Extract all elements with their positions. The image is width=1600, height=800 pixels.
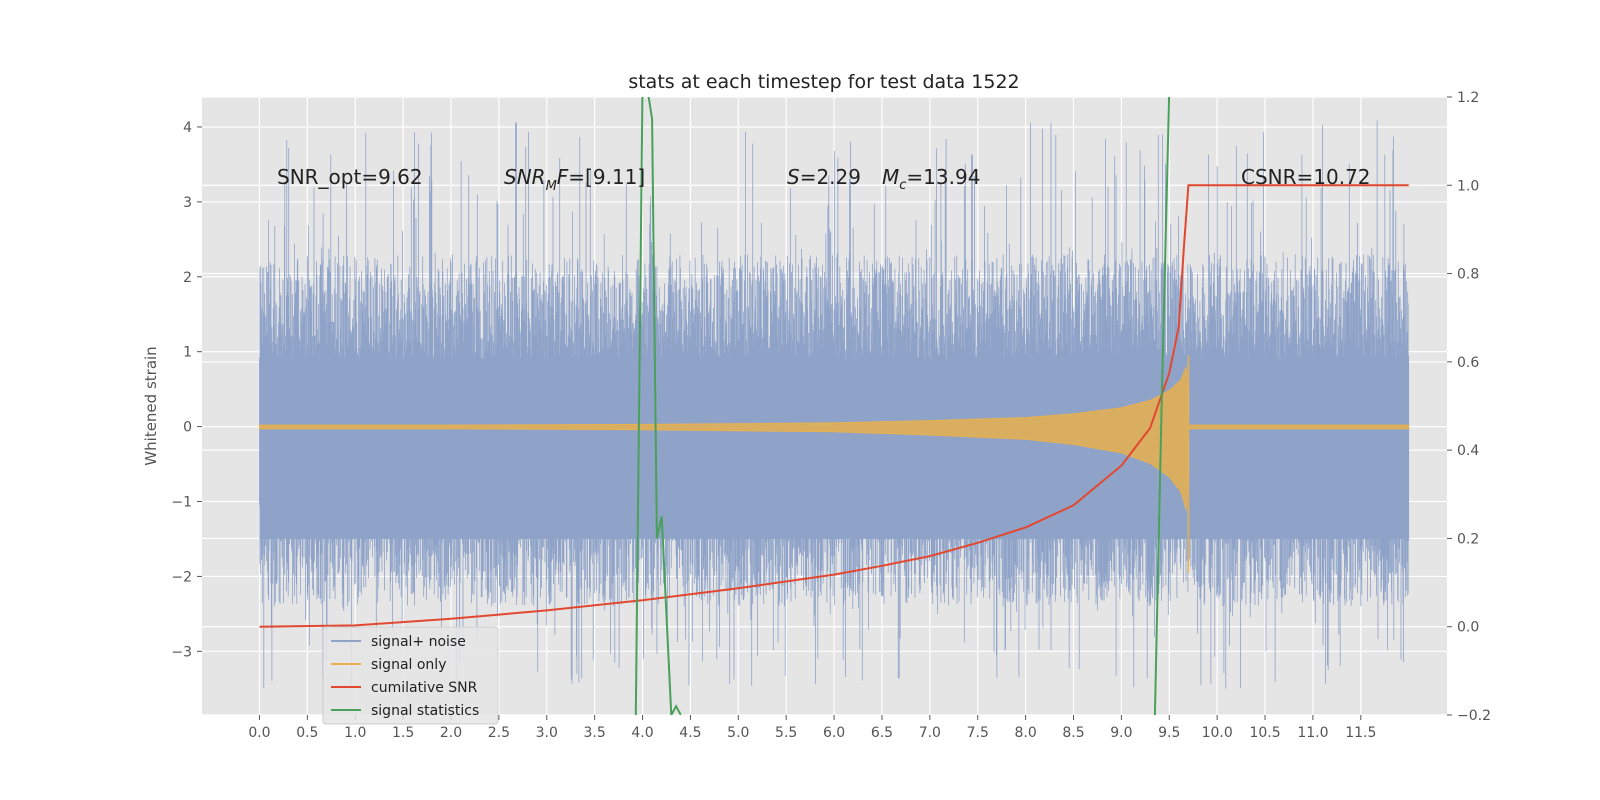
x-tick-label: 11.0: [1297, 725, 1328, 741]
x-tick-label: 10.5: [1249, 725, 1280, 741]
x-tick-label: 3.0: [536, 725, 558, 741]
x-tick-label: 0.0: [248, 725, 270, 741]
y-tick-label: −3: [171, 644, 192, 660]
y2-tick-label: 1.0: [1457, 178, 1479, 194]
x-tick-label: 11.5: [1345, 725, 1376, 741]
legend-label-noise: signal+ noise: [371, 634, 466, 650]
y-tick-label: 2: [183, 270, 192, 286]
legend-label-cumulative: cumilative SNR: [371, 680, 478, 696]
series-signal-only: [259, 366, 1410, 511]
series-signal-statistics-segment: [1153, 97, 1171, 715]
x-tick-label: 10.0: [1202, 725, 1233, 741]
legend-box: [322, 626, 499, 725]
y-tick-label: 0: [183, 420, 192, 436]
y-tick-label: 3: [183, 195, 192, 211]
x-tick-label: 7.0: [919, 725, 941, 741]
annotation-csnr: CSNR=10.72: [1241, 165, 1371, 189]
annotation-snr-opt: SNR_opt=9.62: [277, 165, 423, 189]
y2-tick-label: 0.8: [1457, 267, 1479, 283]
series-signal-noise-core: [259, 359, 1409, 539]
x-tick-label: 2.0: [440, 725, 462, 741]
y-axis-label: Whitened strain: [142, 346, 160, 465]
x-axis: 0.0 0.5 1.0 1.5 2.0 2.5 3.0 3.5 4.0 4.5 5.0 5.5 6.0 6…: [248, 715, 1376, 741]
x-tick-label: 4.0: [631, 725, 653, 741]
y-tick-label: 4: [183, 120, 192, 136]
x-tick-label: 5.0: [727, 725, 749, 741]
x-tick-label: 6.5: [871, 725, 893, 741]
x-tick-label: 1.5: [392, 725, 414, 741]
legend-label-statistics: signal statistics: [371, 703, 479, 719]
series-layer: [259, 97, 1410, 715]
legend: signal+ noise signal only cumilative SNR…: [322, 626, 499, 725]
annotation-mc: Mc=13.94: [882, 165, 980, 193]
series-cumulative-snr: [259, 184, 1409, 628]
x-tick-label: 9.5: [1158, 725, 1180, 741]
y2-tick-label: −0.2: [1457, 708, 1491, 724]
y-axis: −3 −2 −1 0 1 2 3 4: [171, 120, 202, 660]
x-tick-label: 8.0: [1014, 725, 1036, 741]
x-tick-label: 3.5: [584, 725, 606, 741]
legend-label-signal: signal only: [371, 657, 446, 673]
annotation-snr-mf: SNRMF=[9.11]: [504, 165, 645, 194]
y2-tick-label: 0.4: [1457, 443, 1479, 459]
x-tick-label: 4.5: [679, 725, 701, 741]
x-tick-label: 5.5: [775, 725, 797, 741]
y2-tick-label: 1.2: [1457, 90, 1479, 106]
chart-title: stats at each timestep for test data 152…: [628, 71, 1019, 93]
y2-tick-label: 0.6: [1457, 355, 1479, 371]
x-tick-label: 8.5: [1062, 725, 1084, 741]
x-tick-label: 0.5: [296, 725, 318, 741]
y-tick-label: −1: [171, 495, 192, 511]
y-tick-label: 1: [183, 345, 192, 361]
annotation-s: S=2.29: [787, 165, 861, 189]
x-tick-label: 2.5: [488, 725, 510, 741]
y2-tick-label: 0.2: [1457, 531, 1479, 547]
y2-tick-label: 0.0: [1457, 620, 1479, 636]
x-tick-label: 6.0: [823, 725, 845, 741]
x-tick-label: 7.5: [967, 725, 989, 741]
y-tick-label: −2: [171, 569, 192, 585]
series-signal-statistics: [634, 97, 682, 715]
x-tick-label: 9.0: [1110, 725, 1132, 741]
x-tick-label: 1.0: [344, 725, 366, 741]
y2-axis: −0.2 0.0 0.2 0.4 0.6 0.8 1.0 1.2: [1447, 90, 1491, 724]
